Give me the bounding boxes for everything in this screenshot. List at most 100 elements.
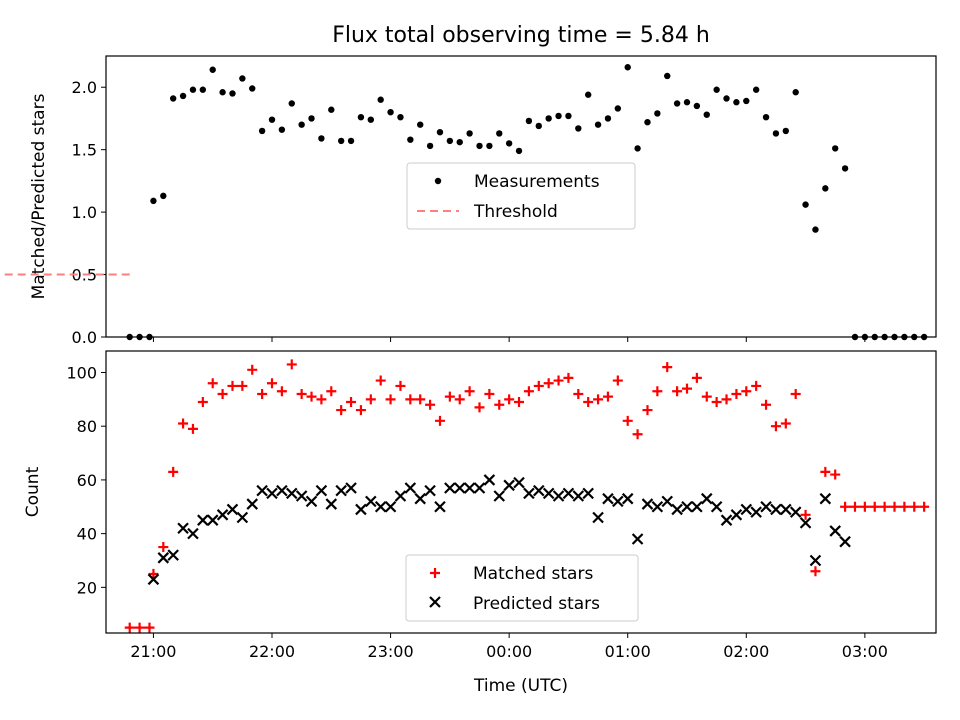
matched-star-point — [405, 394, 416, 405]
predicted-star-point — [246, 498, 259, 510]
matched-star-point — [316, 394, 327, 405]
predicted-star-point — [503, 479, 515, 492]
predicted-star-point — [266, 487, 278, 500]
matched-star-point — [642, 405, 653, 416]
matched-star-point — [237, 380, 248, 391]
measurement-point — [189, 86, 197, 93]
predicted-star-point — [325, 498, 338, 510]
predicted-star-point — [197, 514, 209, 526]
predicted-star-point — [533, 484, 545, 497]
matched-star-point — [464, 386, 475, 397]
measurement-point — [703, 111, 710, 118]
y-tick-label: 1.0 — [72, 203, 97, 222]
measurement-point — [179, 92, 187, 100]
measurement-point — [496, 130, 503, 137]
measurement-point — [288, 100, 295, 107]
plot-frame — [105, 55, 937, 338]
predicted-star-point — [661, 495, 674, 508]
predicted-star-point — [493, 490, 506, 502]
chart-title: Flux total observing time = 5.84 h — [332, 23, 710, 48]
predicted-star-point — [384, 500, 397, 513]
measurement-point — [486, 142, 493, 150]
measurement-point — [792, 89, 799, 96]
predicted-star-point — [236, 511, 249, 524]
measurement-point — [575, 125, 582, 132]
matched-star-point — [444, 391, 455, 402]
matched-star-point — [780, 418, 791, 429]
y-tick-label: 60 — [77, 471, 97, 490]
matched-star-point — [296, 388, 307, 399]
matched-star-point — [909, 501, 920, 512]
predicted-star-point — [463, 482, 476, 494]
matched-star-point — [790, 388, 801, 399]
measurement-point — [328, 106, 335, 113]
matched-star-point — [800, 509, 811, 520]
predicted-star-point — [681, 500, 693, 513]
matched-star-point — [543, 378, 554, 389]
matched-star-point — [652, 386, 663, 397]
matched-star-point — [899, 501, 910, 512]
legend-label: Measurements — [474, 172, 600, 192]
matched-star-point — [682, 383, 692, 394]
measurement-point — [782, 127, 790, 135]
measurement-point — [239, 75, 246, 82]
predicted-star-point — [315, 484, 328, 497]
matched-star-point — [276, 386, 287, 397]
matched-star-point — [158, 542, 169, 553]
predicted-star-point — [809, 554, 822, 567]
matched-star-point — [830, 469, 841, 480]
x-tick-label: 02:00 — [723, 642, 769, 661]
predicted-star-point — [671, 503, 683, 516]
measurement-point — [160, 192, 167, 200]
measurement-point — [209, 66, 216, 73]
measurement-point — [832, 145, 839, 152]
matched-star-point — [533, 380, 544, 391]
predicted-star-point — [305, 495, 318, 508]
matched-star-point — [326, 386, 337, 397]
measurement-point — [752, 86, 760, 93]
predicted-star-point — [641, 498, 654, 510]
predicted-star-point — [760, 500, 772, 513]
matched-star-point — [267, 378, 277, 389]
x-tick-label: 22:00 — [249, 642, 295, 661]
predicted-star-point — [592, 511, 604, 524]
predicted-star-point — [434, 500, 446, 513]
matched-star-point — [385, 394, 396, 405]
predicted-star-point — [453, 482, 466, 494]
predicted-star-point — [365, 495, 377, 508]
predicted-star-point — [819, 492, 832, 505]
legend-matched-marker — [430, 568, 440, 578]
measurement-point — [367, 116, 375, 123]
predicted-star-point — [740, 503, 753, 516]
matched-star-point — [168, 466, 179, 477]
predicted-star-point — [700, 492, 713, 505]
matched-star-point — [869, 501, 880, 512]
predicted-star-point — [374, 500, 387, 513]
matched-star-point — [247, 364, 258, 375]
y-tick-label: 0.0 — [72, 328, 97, 347]
matched-star-point — [662, 362, 673, 373]
predicted-star-point — [839, 535, 851, 548]
predicted-star-point — [276, 484, 288, 497]
measurement-point — [298, 121, 305, 128]
matched-star-point — [434, 415, 445, 426]
predicted-star-point — [424, 484, 436, 497]
bottom-panel: 20 40 60 80 100 21:00 22:00 23:00 00:00 01:00 02:0… — [23, 350, 937, 696]
matched-star-point — [751, 380, 762, 391]
measurement-point — [634, 145, 641, 152]
measurement-point — [397, 113, 404, 121]
matched-star-point — [217, 388, 228, 399]
x-tick-label: 01:00 — [605, 642, 651, 661]
predicted-star-point — [157, 552, 170, 564]
matched-star-point — [494, 399, 505, 410]
predicted-star-point — [552, 490, 565, 502]
matched-star-point — [741, 386, 752, 397]
matched-star-point — [197, 397, 208, 408]
x-tick-label: 23:00 — [368, 642, 414, 661]
measurement-point — [545, 115, 552, 122]
y-tick-label: 20 — [77, 578, 97, 597]
predicted-star-point — [285, 487, 298, 500]
measurement-point — [822, 185, 829, 192]
matched-star-point — [731, 388, 742, 399]
